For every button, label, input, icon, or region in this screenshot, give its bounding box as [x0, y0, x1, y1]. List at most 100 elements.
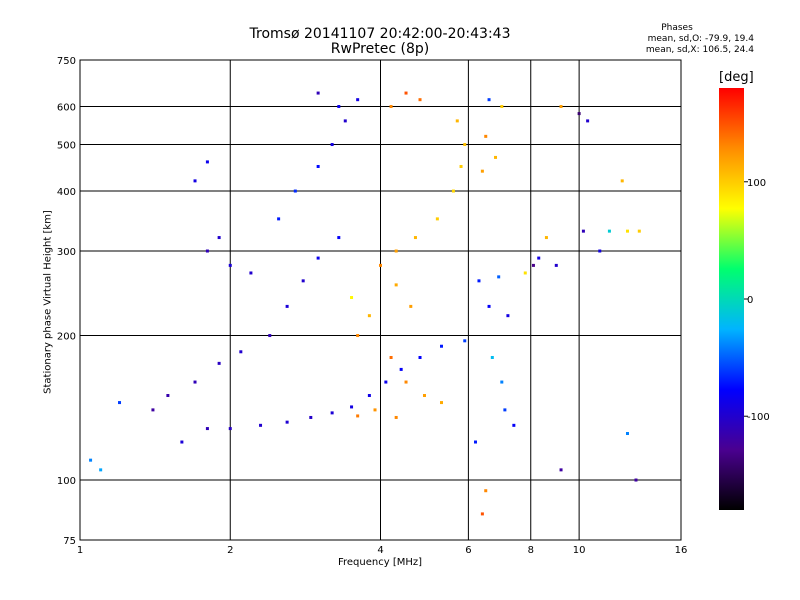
echo-point [356, 334, 360, 338]
echo-point [205, 427, 209, 431]
phase-o-stats: mean, sd,O: -79.9, 19.4 [647, 34, 754, 44]
echo-point [394, 249, 398, 253]
chart-title: Tromsø 20141107 20:42:00-20:43:43 [249, 26, 511, 42]
echo-point [356, 98, 360, 102]
echo-point [477, 279, 481, 283]
colorbar-tick-label: -100 [747, 412, 770, 423]
colorbar-tick-label: 0 [747, 295, 753, 306]
y-tick-label: 750 [57, 56, 76, 67]
echo-point [637, 229, 641, 233]
echo-point [217, 236, 221, 240]
echo-point [634, 478, 638, 482]
phase-heading: Phases [661, 23, 693, 33]
echo-point [309, 415, 313, 419]
grid-lines [80, 60, 681, 540]
echo-point [343, 119, 347, 123]
echo-point [285, 304, 289, 308]
echo-point [487, 304, 491, 308]
echo-point [598, 249, 602, 253]
echo-point [440, 401, 444, 405]
echo-point [487, 98, 491, 102]
y-tick-label: 75 [63, 536, 76, 547]
echo-point [459, 164, 463, 168]
y-tick-label: 200 [57, 332, 76, 343]
echo-point [259, 423, 263, 427]
echo-point [217, 361, 221, 365]
echo-point [394, 283, 398, 287]
echo-point [537, 256, 541, 260]
echo-point [625, 229, 629, 233]
colorbar-unit-label: [deg] [719, 70, 754, 85]
echo-point [89, 458, 93, 462]
y-tick-label: 300 [57, 247, 76, 258]
y-tick-label: 400 [57, 187, 76, 198]
echo-point [620, 179, 624, 183]
colorbar-tick-label: 100 [747, 178, 766, 189]
echo-point [422, 394, 426, 398]
echo-point [205, 249, 209, 253]
echo-point [356, 414, 360, 418]
echo-point [151, 408, 155, 412]
echo-point [350, 405, 354, 409]
echo-point [367, 394, 371, 398]
echo-point [512, 423, 516, 427]
echo-point [506, 314, 510, 318]
echo-point [384, 380, 388, 384]
echo-point [554, 263, 558, 267]
x-tick-label: 8 [528, 545, 534, 556]
x-tick-label: 6 [465, 545, 471, 556]
echo-point [418, 98, 422, 102]
y-axis-label: Stationary phase Virtual Height [km] [42, 210, 54, 394]
echo-point [559, 468, 563, 472]
echo-point [490, 355, 494, 359]
echo-point [503, 408, 507, 412]
x-tick-label: 16 [675, 545, 688, 556]
echo-point [316, 91, 320, 95]
colorbar-ticks: 100 0 -100 [744, 178, 770, 423]
echo-point [577, 112, 581, 116]
echo-point [559, 105, 563, 109]
y-tick-label: 100 [57, 476, 76, 487]
y-tick-label: 500 [57, 141, 76, 152]
echo-point [293, 189, 297, 193]
echo-point [389, 105, 393, 109]
echo-point [451, 189, 455, 193]
echo-point [277, 217, 281, 221]
echo-point [607, 229, 611, 233]
echo-point [330, 411, 334, 415]
x-tick-label: 2 [227, 545, 233, 556]
echo-point [455, 119, 459, 123]
echo-point [484, 134, 488, 138]
echo-point [301, 279, 305, 283]
scatter-points [89, 91, 641, 516]
echo-point [180, 440, 184, 444]
chart-subtitle: RwPretec (8p) [330, 41, 430, 57]
echo-point [544, 236, 548, 240]
echo-point [228, 427, 232, 431]
echo-point [500, 105, 504, 109]
echo-point [435, 217, 439, 221]
echo-point [337, 236, 341, 240]
echo-point [494, 155, 498, 159]
echo-point [581, 229, 585, 233]
echo-point [389, 355, 393, 359]
echo-point [228, 263, 232, 267]
echo-point [625, 432, 629, 436]
echo-point [500, 380, 504, 384]
echo-point [373, 408, 377, 412]
echo-point [409, 304, 413, 308]
echo-point [249, 271, 253, 275]
x-tick-label: 1 [77, 545, 83, 556]
echo-point [193, 179, 197, 183]
echo-point [350, 296, 354, 300]
echo-point [463, 143, 467, 147]
echo-point [268, 334, 272, 338]
echo-point [205, 160, 209, 164]
echo-point [239, 350, 243, 354]
echo-point [497, 275, 501, 279]
echo-point [285, 420, 289, 424]
colorbar [719, 88, 744, 510]
y-axis-ticks: 75 100 200 300 400 500 600 750 [57, 56, 76, 547]
echo-point [394, 415, 398, 419]
